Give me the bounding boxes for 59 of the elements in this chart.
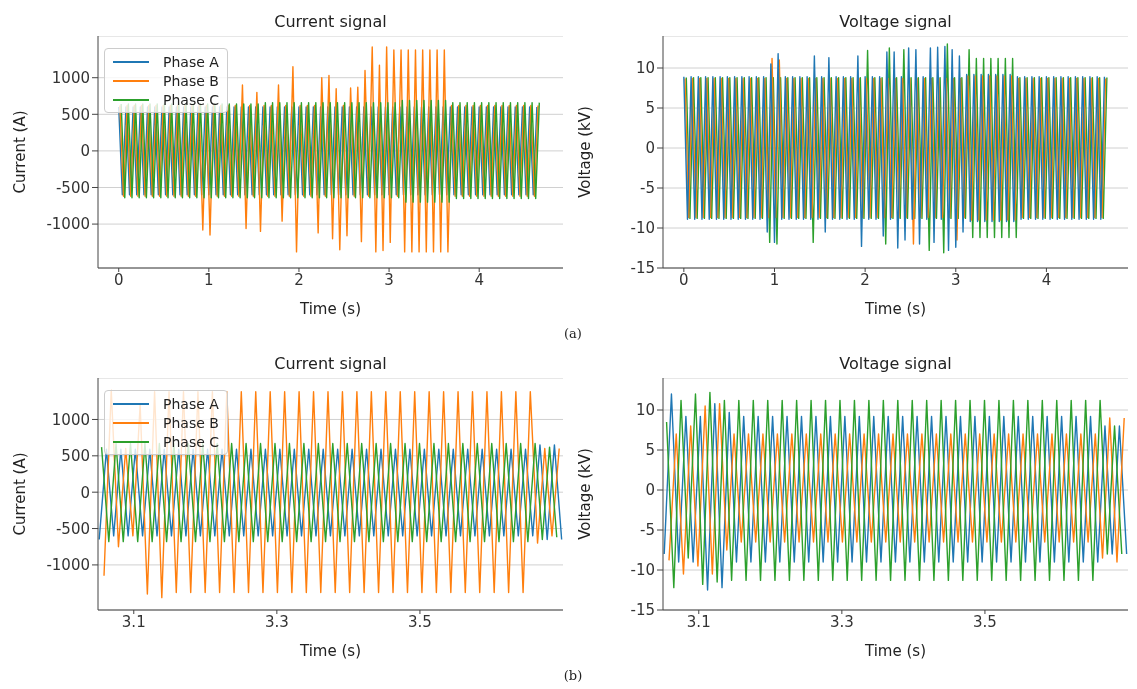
- x-axis-title: Time (s): [299, 300, 361, 318]
- x-tick-label: 1: [204, 270, 214, 289]
- legend-label: Phase C: [163, 91, 220, 108]
- chart-title: Voltage signal: [838, 354, 953, 373]
- x-axis-title: Time (s): [299, 642, 361, 660]
- y-tick-label: 0: [80, 142, 90, 161]
- legend-label: Phase B: [163, 72, 219, 89]
- y-tick-label: 10: [635, 59, 655, 78]
- chart-title: Current signal: [273, 354, 388, 373]
- y-tick-label: 10: [635, 401, 655, 420]
- x-axis-title: Time (s): [864, 300, 926, 318]
- x-tick-label: 3.3: [829, 612, 854, 631]
- y-tick-label: 5: [645, 99, 655, 118]
- x-axis-title: Time (s): [864, 642, 926, 660]
- y-axis-title: Current (A): [11, 452, 30, 536]
- y-tick-label: -5: [640, 521, 655, 540]
- text: (a): [563, 326, 583, 341]
- y-tick-label: -500: [55, 178, 90, 197]
- x-tick-label: 3: [951, 270, 961, 289]
- x-tick-label: 3.5: [972, 612, 997, 631]
- y-axis-title: Voltage (kV): [576, 106, 595, 198]
- legend-label: Phase A: [163, 53, 219, 70]
- text: (b): [562, 668, 584, 683]
- y-tick-label: 500: [61, 447, 90, 466]
- x-tick-label: 3: [384, 270, 394, 289]
- y-tick-label: -10: [630, 219, 655, 238]
- legend-label: Phase C: [163, 433, 220, 450]
- line-series: [119, 46, 539, 253]
- x-tick-label: 2: [860, 270, 870, 289]
- y-tick-label: 1000: [51, 410, 90, 429]
- x-tick-label: 0: [113, 270, 124, 289]
- x-tick-label: 3.3: [264, 612, 289, 631]
- x-tick-label: 3.1: [686, 612, 711, 631]
- x-tick-label: 3.1: [121, 612, 146, 631]
- x-tick-label: 4: [474, 270, 484, 289]
- y-tick-label: 500: [61, 105, 90, 124]
- y-axis-title: Voltage (kV): [576, 448, 595, 540]
- legend-label: Phase A: [163, 395, 219, 412]
- legend-label: Phase B: [163, 414, 219, 431]
- y-tick-label: -5: [640, 179, 655, 198]
- y-tick-label: 0: [80, 483, 90, 502]
- x-tick-label: 3.5: [407, 612, 432, 631]
- y-tick-label: 1000: [51, 69, 90, 88]
- x-tick-label: 1: [769, 270, 780, 289]
- y-tick-label: -15: [630, 259, 655, 278]
- x-tick-label: 4: [1041, 270, 1052, 289]
- y-axis-title: Current (A): [11, 110, 30, 194]
- y-tick-label: -1000: [46, 215, 90, 234]
- y-tick-label: 0: [645, 481, 655, 500]
- x-tick-label: 0: [679, 270, 689, 289]
- y-tick-label: 5: [645, 441, 655, 460]
- chart-title: Voltage signal: [838, 12, 953, 31]
- y-tick-label: -10: [630, 561, 655, 580]
- y-tick-label: -15: [630, 601, 655, 620]
- y-tick-label: 0: [645, 139, 655, 158]
- x-tick-label: 2: [294, 270, 304, 289]
- y-tick-label: -500: [55, 519, 90, 538]
- y-tick-label: -1000: [46, 556, 90, 575]
- chart-title: Current signal: [273, 12, 388, 31]
